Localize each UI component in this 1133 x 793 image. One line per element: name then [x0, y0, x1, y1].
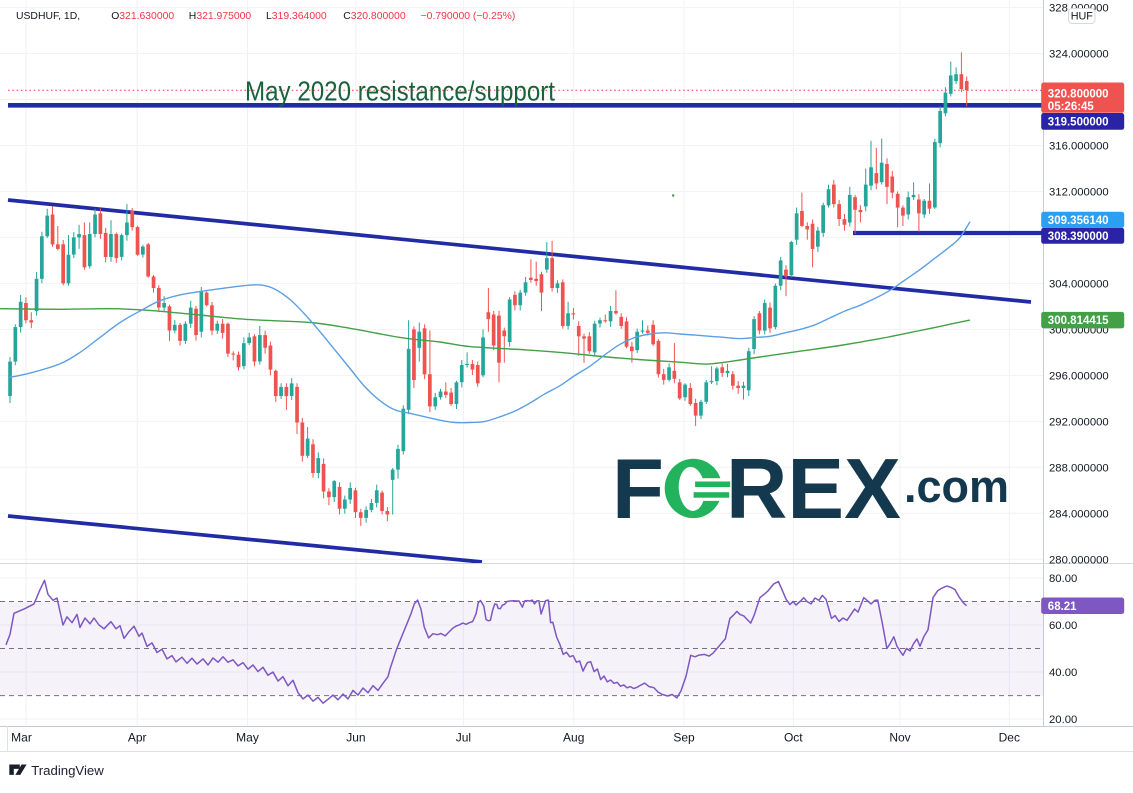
svg-text:F: F	[612, 442, 664, 537]
svg-text:Nov: Nov	[889, 731, 910, 745]
svg-text:320.800000: 320.800000	[1048, 89, 1109, 101]
svg-text:316.000000: 316.000000	[1049, 141, 1109, 153]
svg-text:Jun: Jun	[346, 731, 365, 745]
svg-text:Apr: Apr	[128, 731, 147, 745]
svg-text:304.000000: 304.000000	[1049, 278, 1109, 290]
svg-text:May 2020 resistance/support: May 2020 resistance/support	[245, 76, 555, 107]
svg-text:Jul: Jul	[456, 731, 471, 745]
svg-text:Mar: Mar	[11, 731, 32, 745]
svg-text:C320.800000: C320.800000	[343, 11, 406, 22]
svg-text:20.00: 20.00	[1049, 714, 1077, 726]
svg-text:40.00: 40.00	[1049, 667, 1077, 679]
svg-text:.com: .com	[904, 461, 1009, 512]
svg-text:REX: REX	[726, 442, 901, 537]
svg-text:319.500000: 319.500000	[1048, 116, 1109, 128]
svg-text:312.000000: 312.000000	[1049, 187, 1109, 199]
svg-text:80.00: 80.00	[1049, 573, 1077, 585]
svg-text:60.00: 60.00	[1049, 620, 1077, 632]
svg-text:308.390000: 308.390000	[1048, 231, 1109, 243]
svg-text:USDHUF, 1D,: USDHUF, 1D,	[16, 11, 80, 22]
svg-text:HUF: HUF	[1071, 11, 1094, 23]
svg-text:Aug: Aug	[563, 731, 584, 745]
svg-text:05:26:45: 05:26:45	[1048, 101, 1095, 113]
svg-text:284.000000: 284.000000	[1049, 508, 1109, 520]
svg-text:L319.364000: L319.364000	[266, 11, 327, 22]
svg-text:O321.630000: O321.630000	[111, 11, 174, 22]
svg-text:TradingView: TradingView	[31, 763, 104, 778]
svg-text:296.000000: 296.000000	[1049, 370, 1109, 382]
svg-text:Oct: Oct	[784, 731, 803, 745]
svg-text:309.356140: 309.356140	[1048, 215, 1109, 227]
svg-text:300.814415: 300.814415	[1048, 315, 1109, 327]
svg-text:288.000000: 288.000000	[1049, 462, 1109, 474]
svg-text:H321.975000: H321.975000	[189, 11, 252, 22]
svg-text:324.000000: 324.000000	[1049, 49, 1109, 61]
svg-text:−0.790000 (−0.25%): −0.790000 (−0.25%)	[421, 11, 516, 22]
svg-text:292.000000: 292.000000	[1049, 416, 1109, 428]
svg-text:May: May	[236, 731, 259, 745]
svg-text:Sep: Sep	[673, 731, 695, 745]
svg-text:68.21: 68.21	[1048, 601, 1077, 613]
svg-text:280.000000: 280.000000	[1049, 554, 1109, 566]
svg-text:Dec: Dec	[999, 731, 1020, 745]
